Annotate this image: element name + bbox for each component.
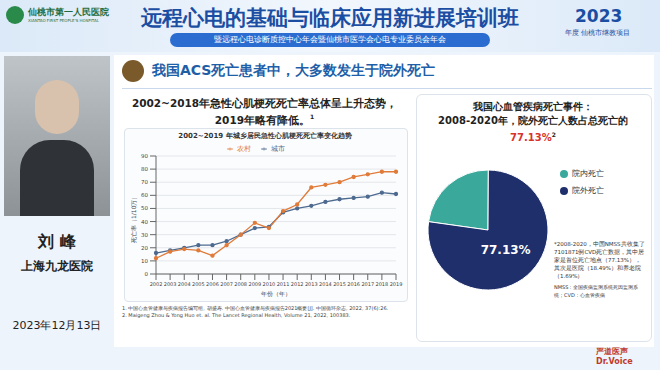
html-text:1. 中国心血管健康与疾病报告编写组, 胡盛寿. 中国心血管: 1. 中国心血管健康与疾病报告编写组, 胡盛寿. 中国心血管健康与疾病报告202… [122, 305, 389, 311]
svg-text:2004: 2004 [178, 281, 191, 287]
svg-text:30: 30 [141, 232, 148, 238]
svg-text:2006: 2006 [206, 281, 219, 287]
svg-text:年份（年）: 年份（年） [261, 290, 291, 298]
svg-text:2003: 2003 [164, 281, 177, 287]
svg-text:60: 60 [141, 192, 148, 198]
html-text:暨远程心电诊断质控中心年会暨仙桃市医学会心电专业委员会年会: 暨远程心电诊断质控中心年会暨仙桃市医学会心电专业委员会年会 [214, 35, 446, 44]
html-text:NMSS：全国疾病监测系统死因监测系统；CVD：心血管疾病: NMSS：全国疾病监测系统死因监测系统；CVD：心血管疾病 [554, 284, 639, 298]
html-text:年度 仙桃市继教项目: 年度 仙桃市继教项目 [565, 29, 631, 37]
svg-text:50: 50 [141, 205, 148, 211]
html-text:77.13%2: 77.13%2 [510, 131, 556, 144]
svg-text:20: 20 [141, 245, 148, 251]
svg-text:40: 40 [141, 219, 148, 225]
html-text:上海九龙医院: 上海九龙医院 [21, 259, 93, 273]
html-text:2023年12月13日: 2023年12月13日 [12, 319, 102, 332]
html-text:2008-2020年，院外死亡人数占总死亡的: 2008-2020年，院外死亡人数占总死亡的 [438, 115, 628, 126]
svg-text:2014: 2014 [319, 281, 332, 287]
html-text:2. Maigeng Zhou & Yong Huo et.: 2. Maigeng Zhou & Yong Huo et. al. The L… [122, 312, 351, 318]
svg-text:2016: 2016 [347, 281, 360, 287]
svg-text:2011: 2011 [277, 281, 290, 287]
html-text:院内死亡: 院内死亡 [572, 169, 604, 178]
svg-text:2012: 2012 [291, 281, 304, 287]
html-text:远程心电的基础与临床应用新进展培训班: 远程心电的基础与临床应用新进展培训班 [141, 6, 519, 30]
html-text:2002~2018年急性心肌梗死死亡率总体呈上升态势，201: 2002~2018年急性心肌梗死死亡率总体呈上升态势，2019年略有降低。1 [131, 97, 398, 126]
html-text:2023: 2023 [575, 6, 623, 26]
html-text:XIANTAO FIRST PEOPLE'S HOSPITA: XIANTAO FIRST PEOPLE'S HOSPITAL [28, 18, 99, 23]
svg-text:2007: 2007 [220, 281, 233, 287]
svg-text:2009: 2009 [248, 281, 261, 287]
html-text:仙桃市第一人民医院: 仙桃市第一人民医院 [28, 7, 109, 17]
svg-text:2015: 2015 [333, 281, 346, 287]
svg-text:死亡率（1/10万）: 死亡率（1/10万） [130, 194, 138, 243]
html-text:2002~2019 年城乡居民急性心肌梗死死亡率变化趋势: 2002~2019 年城乡居民急性心肌梗死死亡率变化趋势 [178, 132, 352, 140]
svg-text:0: 0 [145, 271, 149, 277]
svg-text:90: 90 [141, 153, 148, 159]
html-text:院外死亡: 院外死亡 [572, 186, 604, 195]
svg-text:10: 10 [141, 258, 148, 264]
html-text:我国ACS死亡患者中，大多数发生于院外死亡: 我国ACS死亡患者中，大多数发生于院外死亡 [152, 62, 436, 78]
svg-text:2019: 2019 [390, 281, 403, 287]
svg-text:2005: 2005 [192, 281, 205, 287]
html-text:严道医声 Dr.Voice: 严道医声 Dr.Voice [596, 347, 633, 366]
svg-text:70: 70 [141, 179, 148, 185]
html-text:刘 峰: 刘 峰 [38, 232, 76, 251]
html-text:*2008-2020，中国NMSS共收集了7101871例C: *2008-2020，中国NMSS共收集了7101871例CVD死亡数据，其中居… [554, 241, 645, 279]
html-text:我国心血管疾病死亡事件：: 我国心血管疾病死亡事件： [473, 101, 593, 112]
svg-text:2008: 2008 [234, 281, 247, 287]
html-text:城市: 城市 [271, 145, 285, 153]
svg-text:80: 80 [141, 166, 148, 172]
svg-text:2018: 2018 [376, 281, 389, 287]
svg-text:2017: 2017 [361, 281, 374, 287]
html-text:农村: 农村 [237, 145, 251, 153]
svg-text:77.13%: 77.13% [481, 243, 531, 257]
svg-text:2002: 2002 [150, 281, 163, 287]
svg-text:2010: 2010 [263, 281, 276, 287]
svg-text:2013: 2013 [305, 281, 318, 287]
